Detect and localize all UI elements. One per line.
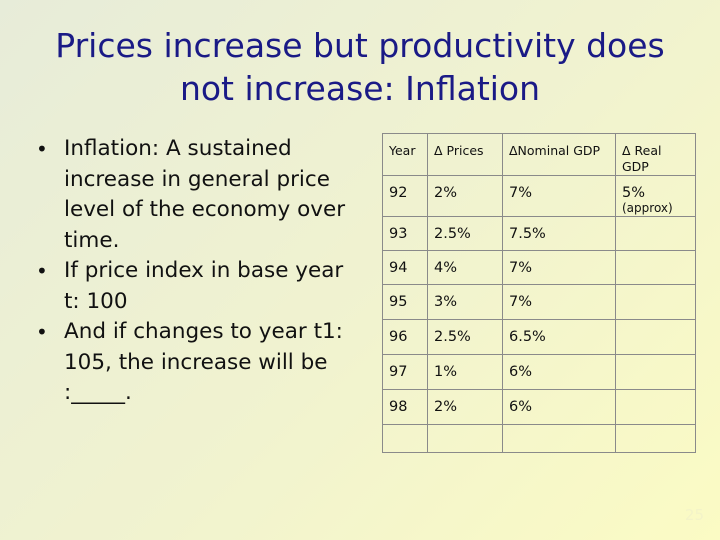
cell-prices: 1% [427, 354, 503, 390]
cell-prices: 4% [427, 250, 503, 285]
bullet-item: And if changes to year t1: 105, the incr… [28, 317, 348, 409]
cell-prices: 3% [427, 284, 503, 320]
cell-year: 98 [382, 389, 428, 425]
cell-prices: 2.5% [427, 319, 503, 355]
cell-nominal-gdp: 6% [502, 389, 616, 425]
cell-nominal-gdp: 6.5% [502, 319, 616, 355]
table-row-empty [382, 424, 696, 453]
table-row: 92 2% 7% 5% (approx) [382, 175, 696, 217]
slide-title-line-2: not increase: Inflation [179, 69, 541, 108]
table-header-row: Year Δ Prices ΔNominal GDP Δ Real GDP [382, 133, 696, 176]
table-row: 96 2.5% 6.5% [382, 319, 696, 355]
cell-prices: 2% [427, 389, 503, 425]
slide-title-line-1: Prices increase but productivity does [55, 26, 665, 65]
cell-empty [427, 424, 503, 453]
table-row: 93 2.5% 7.5% [382, 216, 696, 251]
header-year: Year [382, 133, 428, 176]
table-row: 94 4% 7% [382, 250, 696, 285]
cell-real-gdp [615, 284, 696, 320]
cell-empty [382, 424, 428, 453]
cell-empty [615, 424, 696, 453]
bullet-list: Inflation: A sustained increase in gener… [28, 134, 348, 409]
bullet-item: Inflation: A sustained increase in gener… [28, 134, 348, 256]
cell-year: 93 [382, 216, 428, 251]
cell-real-gdp [615, 319, 696, 355]
header-real-gdp: Δ Real GDP [615, 133, 696, 176]
cell-year: 92 [382, 175, 428, 217]
cell-nominal-gdp: 7.5% [502, 216, 616, 251]
cell-real-gdp [615, 216, 696, 251]
cell-real-gdp: 5% (approx) [615, 175, 696, 217]
cell-nominal-gdp: 6% [502, 354, 616, 390]
cell-prices: 2.5% [427, 216, 503, 251]
cell-year: 94 [382, 250, 428, 285]
cell-empty [502, 424, 616, 453]
real-gdp-note: (approx) [622, 201, 673, 215]
table-row: 97 1% 6% [382, 354, 696, 390]
cell-real-gdp [615, 250, 696, 285]
cell-nominal-gdp: 7% [502, 284, 616, 320]
cell-nominal-gdp: 7% [502, 250, 616, 285]
real-gdp-value: 5% [622, 185, 646, 201]
cell-real-gdp [615, 389, 696, 425]
header-nominal-gdp: ΔNominal GDP [502, 133, 616, 176]
bullet-item: If price index in base year t: 100 [28, 256, 348, 317]
header-prices: Δ Prices [427, 133, 503, 176]
cell-real-gdp [615, 354, 696, 390]
cell-nominal-gdp: 7% [502, 175, 616, 217]
cell-year: 96 [382, 319, 428, 355]
table-row: 95 3% 7% [382, 284, 696, 320]
slide-title: Prices increase but productivity does no… [40, 24, 680, 110]
cell-year: 97 [382, 354, 428, 390]
cell-year: 95 [382, 284, 428, 320]
inflation-table: Year Δ Prices ΔNominal GDP Δ Real GDP 92… [382, 133, 696, 453]
cell-prices: 2% [427, 175, 503, 217]
table-row: 98 2% 6% [382, 389, 696, 425]
slide-number: 25 [684, 506, 704, 524]
